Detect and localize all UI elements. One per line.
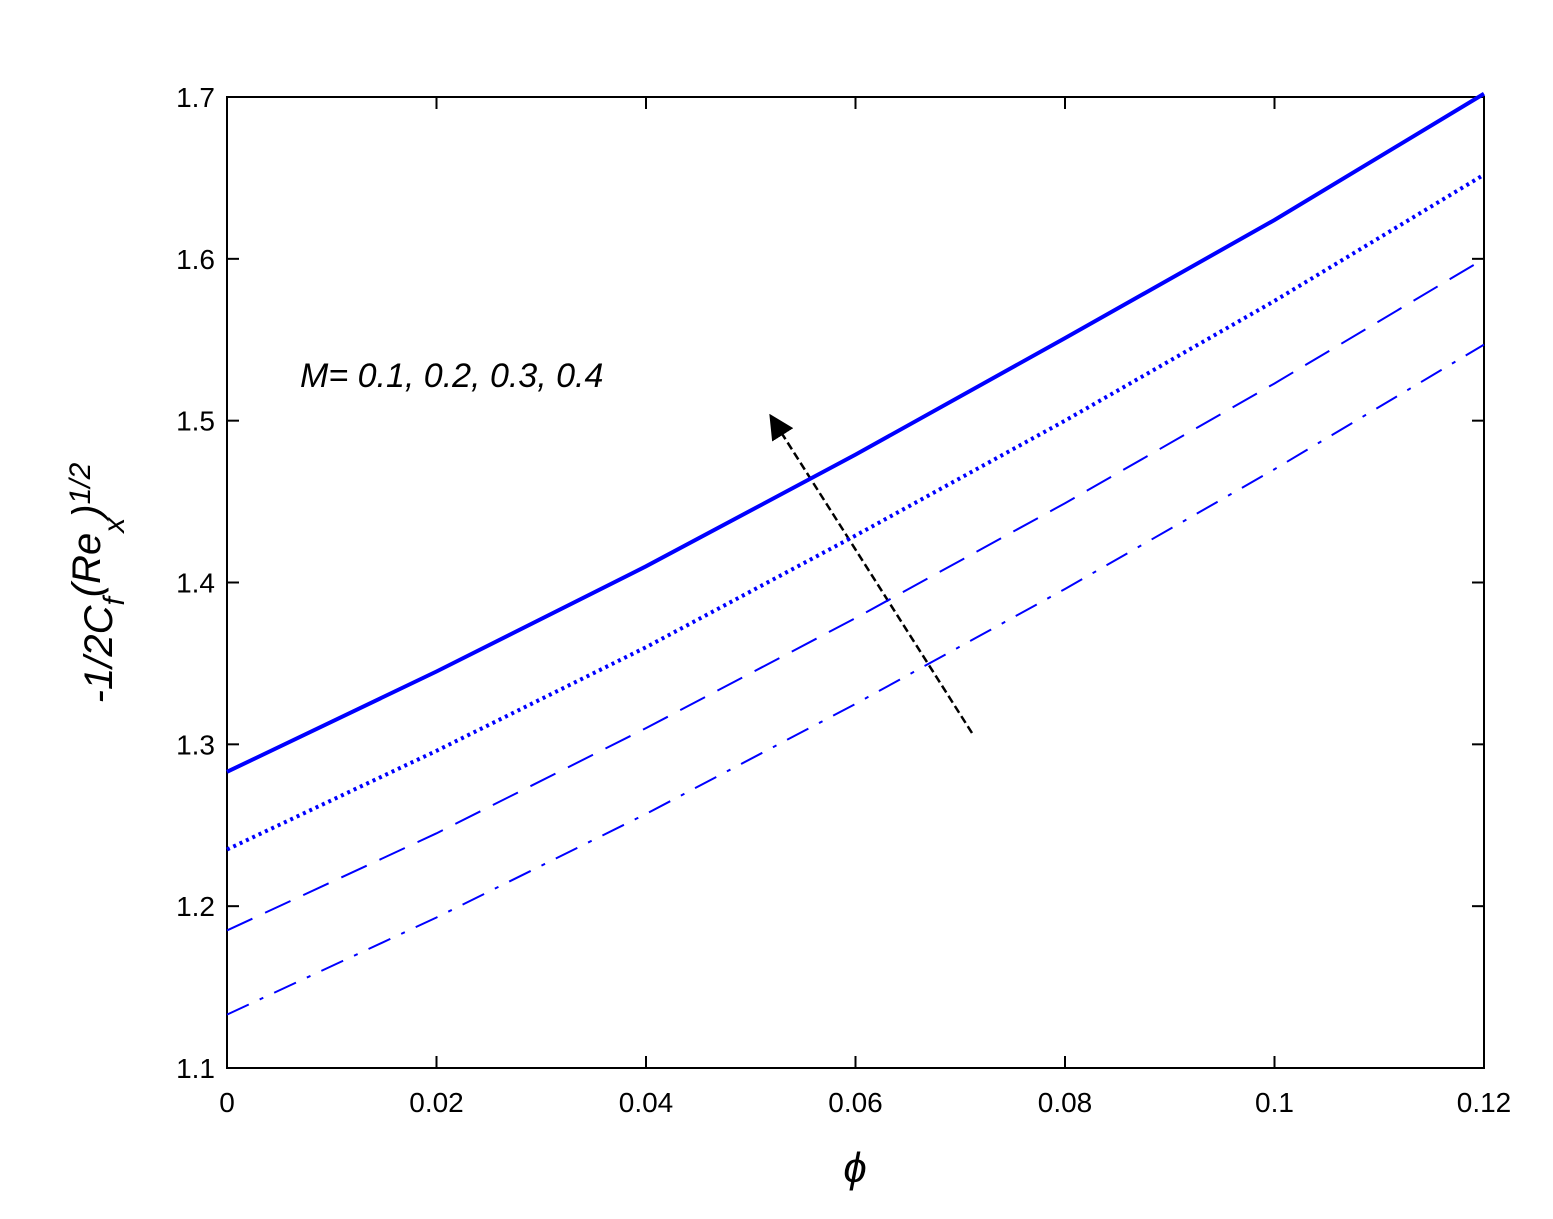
series-line xyxy=(226,172,1486,852)
y-tick-label: 1.6 xyxy=(176,244,215,275)
y-tick-label: 1.1 xyxy=(176,1053,215,1084)
x-axis-label: ϕ xyxy=(843,1144,866,1191)
annotation: M= 0.1, 0.2, 0.3, 0.4 xyxy=(300,357,603,395)
y-axis-label-part: ) xyxy=(65,504,109,521)
y-tick-label: 1.5 xyxy=(176,406,215,437)
plot-frame xyxy=(226,96,1485,1069)
arrow xyxy=(769,413,974,734)
series-line xyxy=(226,257,1485,932)
x-tick-label: 0.02 xyxy=(409,1087,464,1118)
y-tick-label: 1.2 xyxy=(176,891,215,922)
y-axis-label-part: x xyxy=(98,517,131,535)
x-tick-label: 0.08 xyxy=(1038,1087,1093,1118)
y-tick-label: 1.7 xyxy=(176,82,215,113)
x-tick-label: 0.12 xyxy=(1457,1087,1512,1118)
y-axis-label-part: 1/2 xyxy=(64,462,97,504)
y-tick-label: 1.3 xyxy=(176,729,215,760)
y-axis-label-part: f xyxy=(98,595,131,606)
series-line xyxy=(226,92,1486,774)
y-tick-label: 1.4 xyxy=(176,568,215,599)
x-tick-label: 0 xyxy=(219,1087,235,1118)
x-tick-label: 0.1 xyxy=(1255,1087,1294,1118)
series-line xyxy=(226,343,1485,1016)
x-tick-label: 0.06 xyxy=(828,1087,883,1118)
y-axis-label-part: (Re xyxy=(65,533,109,597)
x-tick-label: 0.04 xyxy=(619,1087,674,1118)
y-axis-label-part: -1/2C xyxy=(77,604,121,703)
y-axis-label: -1/2Cf(Rex)1/2 xyxy=(64,462,131,703)
